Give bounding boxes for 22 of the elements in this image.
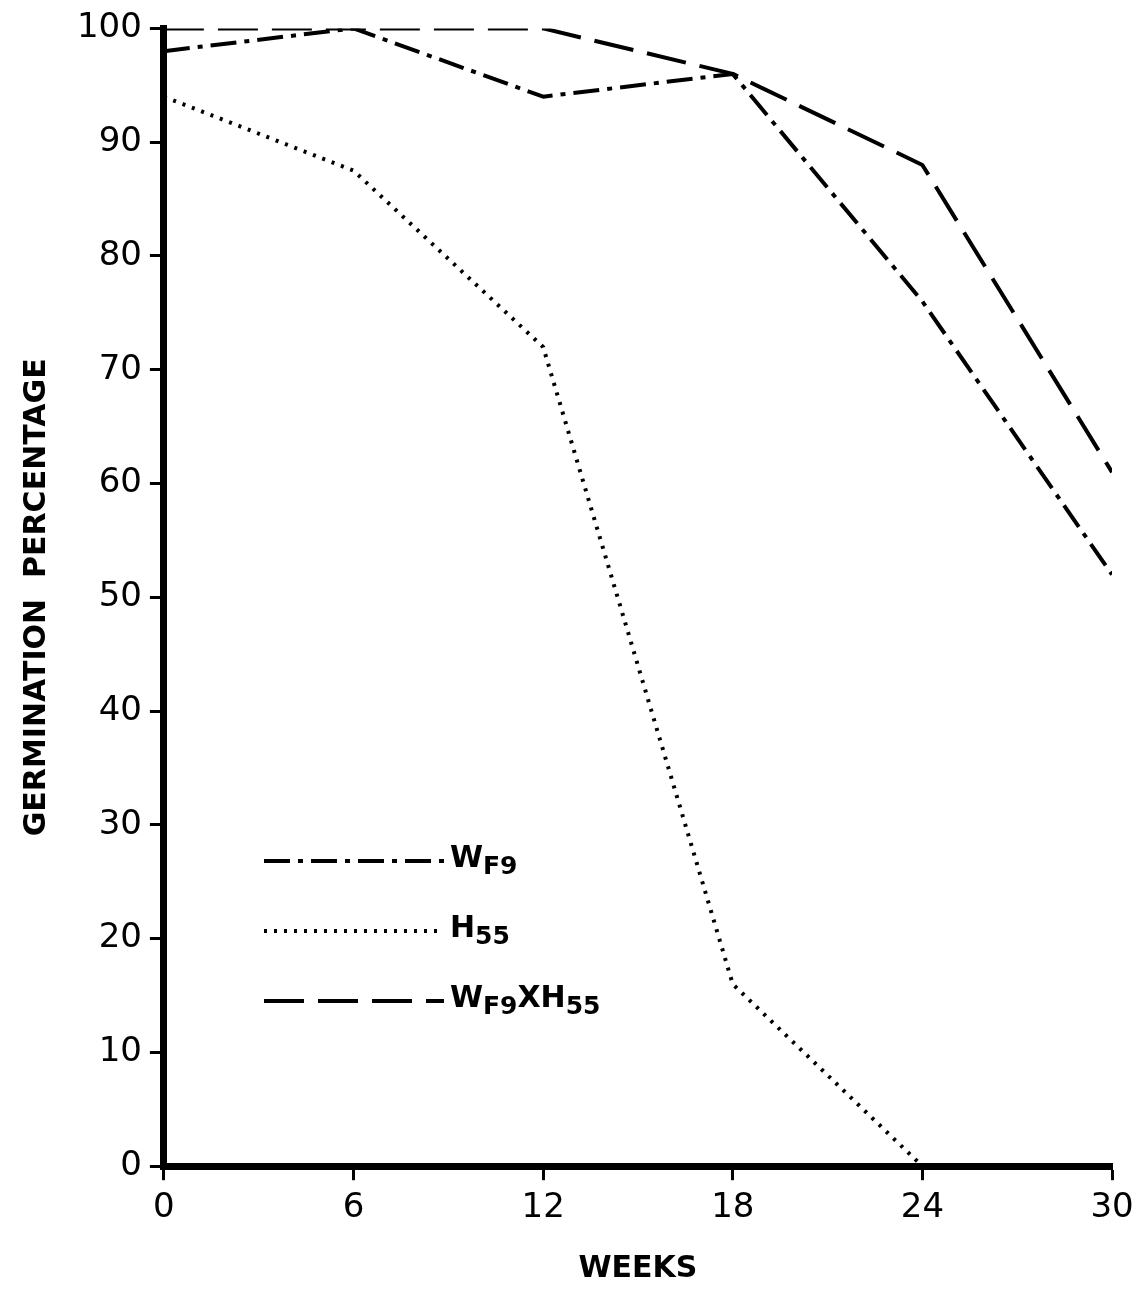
y-tick-label: 20 (98, 915, 142, 956)
x-tick-label: 6 (342, 1185, 365, 1226)
y-tick-label: 100 (76, 5, 142, 46)
y-tick-label: 10 (98, 1029, 142, 1070)
x-tick-label: 12 (521, 1185, 565, 1226)
x-tick-label: 30 (1090, 1185, 1134, 1226)
y-tick-label: 30 (98, 801, 142, 842)
y-tick-label: 80 (98, 232, 142, 273)
y-tick-label: 50 (98, 574, 142, 615)
y-tick-label: 0 (120, 1143, 142, 1184)
x-tick-label: 0 (153, 1185, 175, 1226)
legend-label: H$_{55}$ (449, 907, 510, 952)
x-tick-label: 24 (900, 1185, 945, 1226)
legend-label: W$_{F9}$ (449, 837, 518, 882)
x-tick-label: 18 (711, 1185, 755, 1226)
y-tick-label: 90 (98, 119, 142, 160)
y-axis-title: GERMINATION PERCENTAGE (16, 358, 52, 837)
y-tick-label: 70 (98, 346, 142, 387)
y-tick-label: 60 (98, 460, 142, 501)
y-tick-label: 40 (98, 687, 142, 728)
legend-label: W$_{F9}$XH$_{55}$ (449, 977, 601, 1022)
x-axis-title: WEEKS (578, 1248, 698, 1284)
